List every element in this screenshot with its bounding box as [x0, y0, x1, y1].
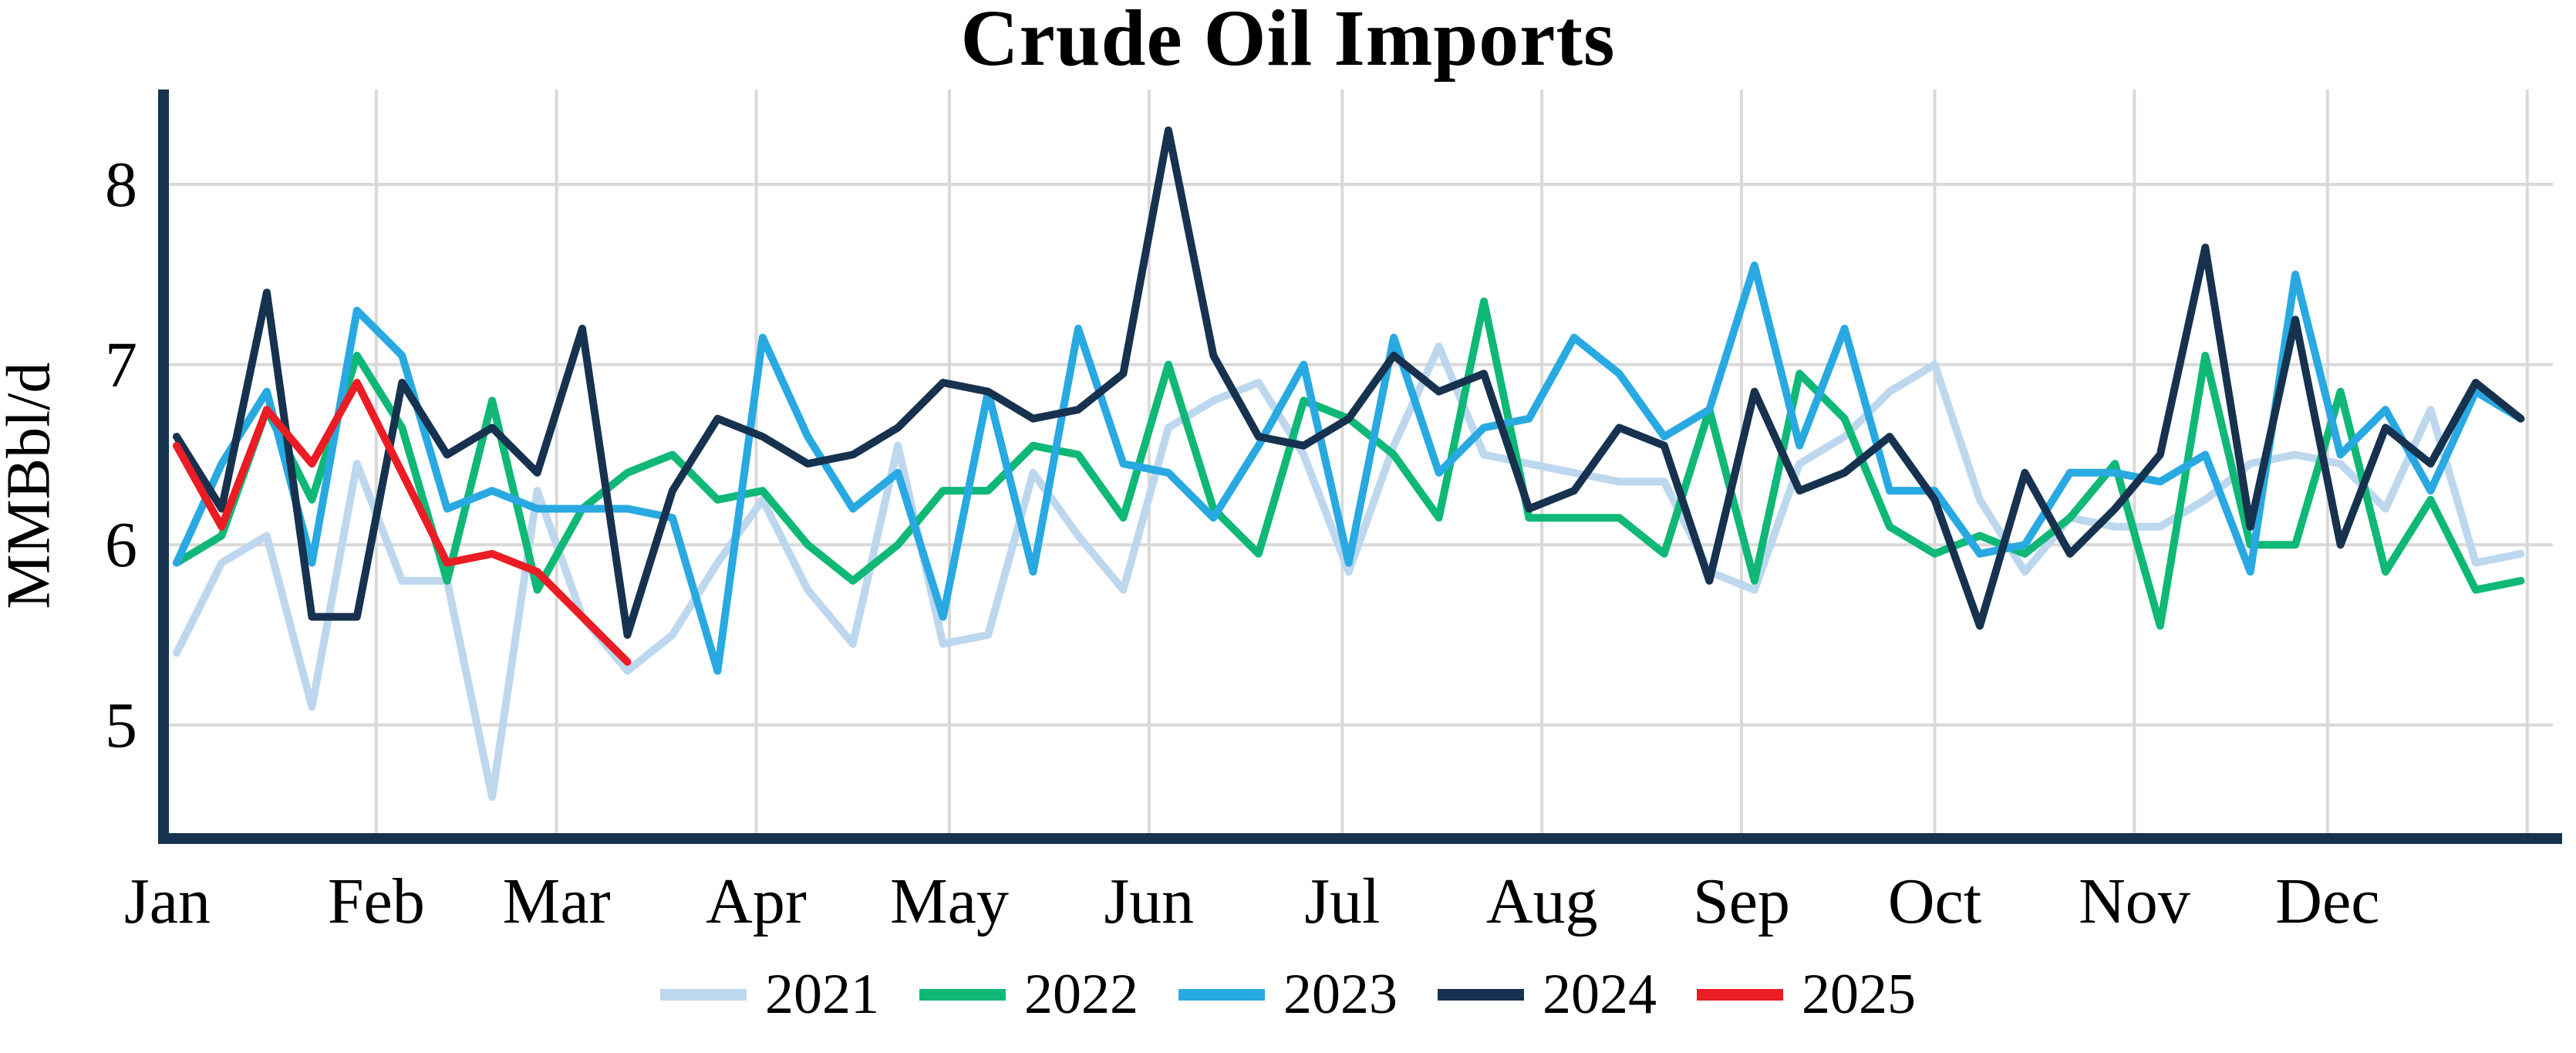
y-axis-title: MMBbl/d — [0, 362, 63, 609]
legend-swatch-2023 — [1178, 988, 1265, 1001]
legend-item-2024: 2024 — [1438, 966, 1657, 1023]
series-line-2024 — [173, 126, 2525, 639]
legend: 2021 2022 2023 2024 2025 — [0, 966, 2576, 1023]
x-tick-label: Jan — [124, 866, 211, 937]
legend-swatch-2022 — [919, 988, 1006, 1001]
chart-title: Crude Oil Imports — [960, 0, 1616, 83]
x-axis-spine — [158, 833, 2562, 844]
x-tick-label: Apr — [706, 866, 807, 937]
y-tick-label: 5 — [105, 690, 137, 761]
x-tick-label: Sep — [1693, 866, 1790, 937]
series-line-2023 — [173, 262, 2525, 675]
legend-item-2025: 2025 — [1697, 966, 1916, 1023]
x-tick-label: Jun — [1104, 866, 1194, 937]
legend-swatch-2025 — [1697, 988, 1783, 1001]
tick-labels: 5 6 7 8 Jan Feb Mar Apr May Jun Jul Aug Sep Oct Nov Dec — [105, 149, 2380, 937]
series-line-2025 — [173, 379, 632, 666]
legend-label-2023: 2023 — [1283, 963, 1398, 1026]
data-series-lines — [173, 126, 2525, 802]
y-tick-label: 8 — [105, 149, 137, 221]
legend-label-2025: 2025 — [1802, 963, 1916, 1026]
legend-label-2021: 2021 — [765, 963, 879, 1026]
legend-item-2021: 2021 — [660, 966, 879, 1023]
legend-swatch-2024 — [1438, 988, 1524, 1001]
x-tick-label: Mar — [503, 866, 611, 937]
legend-item-2022: 2022 — [919, 966, 1138, 1023]
y-axis-spine — [158, 89, 169, 844]
x-tick-label: Nov — [2079, 866, 2190, 937]
y-tick-label: 6 — [105, 509, 137, 581]
axes — [158, 89, 2562, 844]
x-tick-label: Feb — [328, 866, 425, 937]
legend-item-2023: 2023 — [1178, 966, 1398, 1023]
legend-swatch-2021 — [660, 988, 747, 1001]
x-tick-label: Aug — [1486, 866, 1598, 937]
x-tick-label: Jul — [1304, 866, 1380, 937]
legend-label-2024: 2024 — [1543, 963, 1657, 1026]
x-tick-label: May — [890, 866, 1009, 937]
legend-label-2022: 2022 — [1024, 963, 1138, 1026]
x-tick-label: Oct — [1888, 866, 1981, 937]
y-tick-label: 7 — [105, 329, 137, 401]
x-tick-label: Dec — [2275, 866, 2379, 937]
